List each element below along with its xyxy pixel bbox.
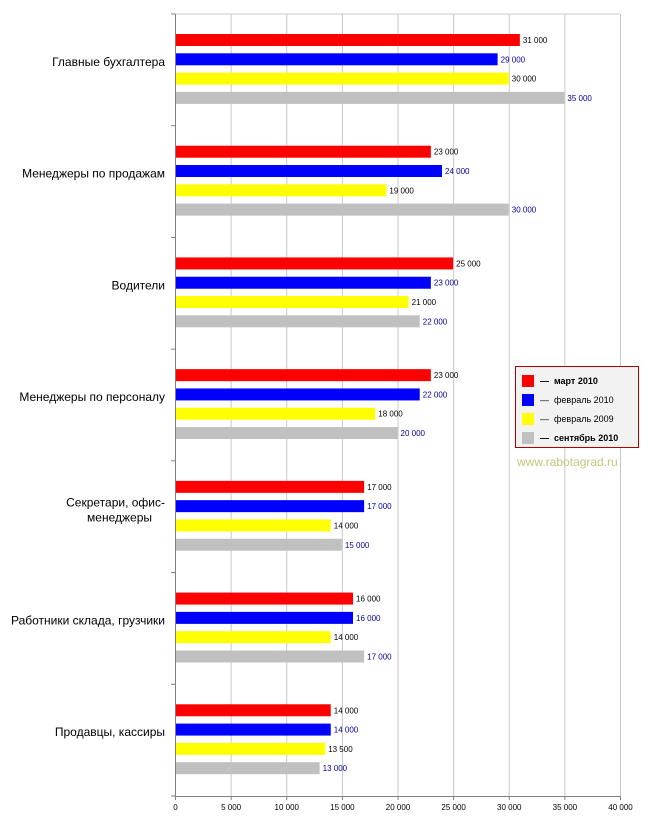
- value-label: 23 000: [434, 148, 459, 157]
- bar: [176, 762, 320, 775]
- category-label: Работники склада, грузчики: [11, 613, 165, 627]
- category-label: Водители: [112, 278, 165, 292]
- value-label: 19 000: [389, 186, 414, 195]
- value-label: 14 000: [334, 633, 359, 642]
- bar: [176, 388, 420, 401]
- bar: [176, 519, 331, 532]
- bar: [176, 723, 331, 736]
- axes: 0 5 000 10 000 15 000 20 000 25 000 30 000 35 0…: [171, 13, 633, 812]
- category-label: Менеджеры по персоналу: [19, 390, 165, 404]
- legend-swatch: [522, 412, 534, 425]
- value-label: 15 000: [345, 541, 370, 550]
- bar: [176, 704, 331, 717]
- bar: [176, 369, 431, 382]
- category-label: Менеджеры по продажам: [22, 167, 165, 181]
- bar: [176, 650, 365, 663]
- gridlines: [175, 13, 621, 796]
- x-tick-label: 20 000: [386, 803, 411, 812]
- value-label: 17 000: [367, 483, 392, 492]
- x-tick-label: 30 000: [497, 803, 522, 812]
- labels: 31 000 29 000 30 000 35 000 Главные бухгалте…: [11, 36, 592, 773]
- x-tick-label: 10 000: [275, 803, 300, 812]
- value-label: 24 000: [445, 167, 470, 176]
- legend-swatch: [522, 431, 534, 444]
- legend-item-feb-2010: — февраль 2010: [522, 390, 634, 409]
- value-label: 22 000: [423, 390, 448, 399]
- value-label: 25 000: [456, 259, 481, 268]
- bar: [176, 145, 431, 158]
- legend-item-feb-2009: — февраль 2009: [522, 409, 634, 428]
- value-label: 31 000: [523, 36, 548, 45]
- watermark: www.rabotagrad.ru: [517, 455, 618, 469]
- value-label: 21 000: [412, 298, 437, 307]
- bar: [176, 184, 387, 197]
- legend-swatch: [522, 374, 534, 387]
- value-label: 22 000: [423, 317, 448, 326]
- legend-dash: —: [540, 432, 549, 443]
- value-label: 35 000: [567, 94, 592, 103]
- legend: — март 2010 — февраль 2010 — февраль 200…: [515, 366, 639, 448]
- legend-label: февраль 2009: [554, 413, 614, 424]
- bar: [176, 165, 442, 178]
- bar: [176, 315, 420, 328]
- value-label: 30 000: [512, 75, 537, 84]
- bar: [176, 538, 342, 551]
- x-tick-label: 35 000: [553, 803, 578, 812]
- x-tick-label: 40 000: [608, 803, 633, 812]
- bar: [176, 500, 365, 513]
- bar: [176, 407, 376, 420]
- legend-label: февраль 2010: [554, 394, 614, 405]
- category-label: Секретари, офис-менеджеры: [66, 496, 165, 525]
- bar: [176, 631, 331, 644]
- bar: [176, 203, 509, 216]
- value-label: 17 000: [367, 652, 392, 661]
- legend-label: март 2010: [554, 375, 598, 386]
- bar: [176, 91, 565, 104]
- category-label: Продавцы, кассиры: [55, 725, 165, 739]
- bar: [176, 53, 498, 66]
- bar: [176, 72, 509, 85]
- x-tick-label: 25 000: [441, 803, 466, 812]
- value-label: 17 000: [367, 502, 392, 511]
- value-label: 18 000: [378, 410, 403, 419]
- value-label: 14 000: [334, 726, 359, 735]
- legend-dash: —: [540, 375, 549, 386]
- bar: [176, 34, 520, 46]
- legend-label: сентябрь 2010: [554, 432, 619, 443]
- bar: [176, 611, 353, 624]
- x-tick-label: 0: [173, 803, 178, 812]
- value-label: 16 000: [356, 614, 381, 623]
- x-tick-label: 5 000: [221, 803, 242, 812]
- legend-swatch: [522, 393, 534, 406]
- bar: [176, 592, 353, 605]
- legend-item-sep-2010: — сентябрь 2010: [522, 428, 634, 447]
- legend-item-mar-2010: — март 2010: [522, 371, 634, 390]
- value-label: 23 000: [434, 279, 459, 288]
- bar: [176, 296, 409, 309]
- value-label: 30 000: [512, 206, 537, 215]
- x-tick-label: 15 000: [330, 803, 355, 812]
- bar: [176, 257, 454, 270]
- bar: [176, 427, 398, 440]
- bars: [176, 34, 565, 775]
- value-label: 20 000: [401, 429, 426, 438]
- value-label: 13 500: [328, 745, 353, 754]
- value-label: 14 000: [334, 706, 359, 715]
- legend-dash: —: [540, 413, 549, 424]
- bar: [176, 742, 326, 755]
- value-label: 13 000: [323, 764, 348, 773]
- bar: [176, 480, 365, 493]
- value-label: 16 000: [356, 595, 381, 604]
- bar: [176, 276, 431, 289]
- legend-dash: —: [540, 394, 549, 405]
- value-label: 29 000: [501, 55, 526, 64]
- value-label: 14 000: [334, 521, 359, 530]
- category-label: Главные бухгалтера: [52, 55, 165, 69]
- value-label: 23 000: [434, 371, 459, 380]
